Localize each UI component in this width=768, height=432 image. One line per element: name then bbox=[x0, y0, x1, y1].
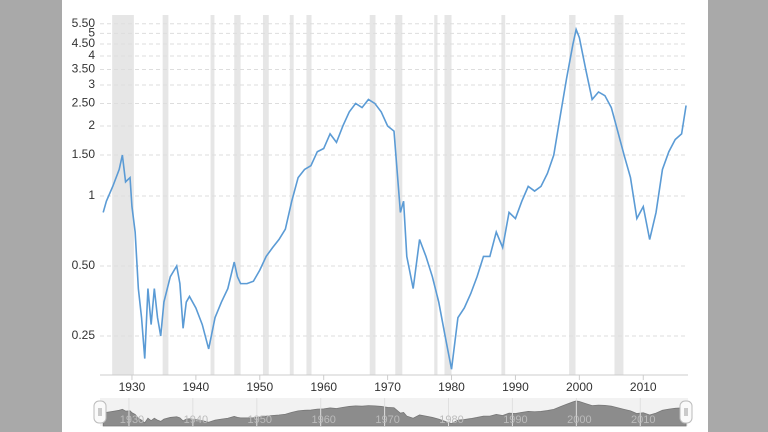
y-tick-label: 0.25 bbox=[72, 328, 96, 342]
navigator-tick-label: 1930 bbox=[120, 414, 144, 426]
x-tick-label: 2010 bbox=[630, 380, 657, 394]
y-tick-label: 4.50 bbox=[72, 36, 96, 50]
navigator-handle[interactable] bbox=[679, 400, 693, 424]
recession-band bbox=[434, 15, 438, 375]
x-tick-label: 1980 bbox=[438, 380, 465, 394]
navigator[interactable]: 1930 1940 1950 1960 1970 1980 1990 2000 2010 bbox=[93, 398, 693, 427]
recession-band bbox=[369, 15, 376, 375]
y-tick-label: 2 bbox=[88, 118, 95, 132]
navigator-tick-label: 1960 bbox=[311, 414, 335, 426]
y-tick-label: 2.50 bbox=[72, 96, 96, 110]
navigator-handle[interactable] bbox=[93, 400, 107, 424]
recession-band bbox=[210, 15, 215, 375]
x-tick-label: 1960 bbox=[310, 380, 337, 394]
grid bbox=[100, 23, 688, 337]
recession-band bbox=[262, 15, 269, 375]
navigator-tick-label: 1980 bbox=[439, 414, 463, 426]
recession-band bbox=[162, 15, 169, 375]
x-tick-label: 2000 bbox=[566, 380, 593, 394]
navigator-tick-label: 1990 bbox=[503, 414, 527, 426]
x-tick-label: 1950 bbox=[246, 380, 273, 394]
x-tick-label: 1930 bbox=[119, 380, 146, 394]
plot bbox=[102, 26, 687, 370]
x-tick-label: 1970 bbox=[374, 380, 401, 394]
navigator-tick-label: 1950 bbox=[248, 414, 272, 426]
y-tick-label: 1.50 bbox=[72, 147, 96, 161]
navigator-tick-label: 2000 bbox=[567, 414, 591, 426]
recession-band bbox=[234, 15, 241, 375]
y-tick-label: 5.50 bbox=[72, 16, 96, 30]
y-tick-label: 3.50 bbox=[72, 62, 96, 76]
recession-band bbox=[289, 15, 294, 375]
y-tick-label: 1 bbox=[88, 188, 95, 202]
x-tick-label: 1940 bbox=[183, 380, 210, 394]
recession-band bbox=[112, 15, 134, 375]
y-tick-label: 0.50 bbox=[72, 258, 96, 272]
navigator-tick-label: 1970 bbox=[375, 414, 399, 426]
data-line bbox=[102, 26, 687, 370]
y-tick-label: 3 bbox=[88, 77, 95, 91]
recession-band bbox=[444, 15, 452, 375]
chart-background bbox=[62, 0, 708, 432]
x-tick-label: 1990 bbox=[502, 380, 529, 394]
recession-band bbox=[569, 15, 576, 375]
navigator-tick-label: 1940 bbox=[184, 414, 208, 426]
y-tick-label: 4 bbox=[88, 48, 95, 62]
navigator-area bbox=[102, 400, 687, 427]
y-tick-label: 5 bbox=[88, 26, 95, 40]
navigator-tick-label: 2010 bbox=[631, 414, 655, 426]
recession-band bbox=[501, 15, 506, 375]
recession-band bbox=[306, 15, 312, 375]
recession-band bbox=[614, 15, 624, 375]
